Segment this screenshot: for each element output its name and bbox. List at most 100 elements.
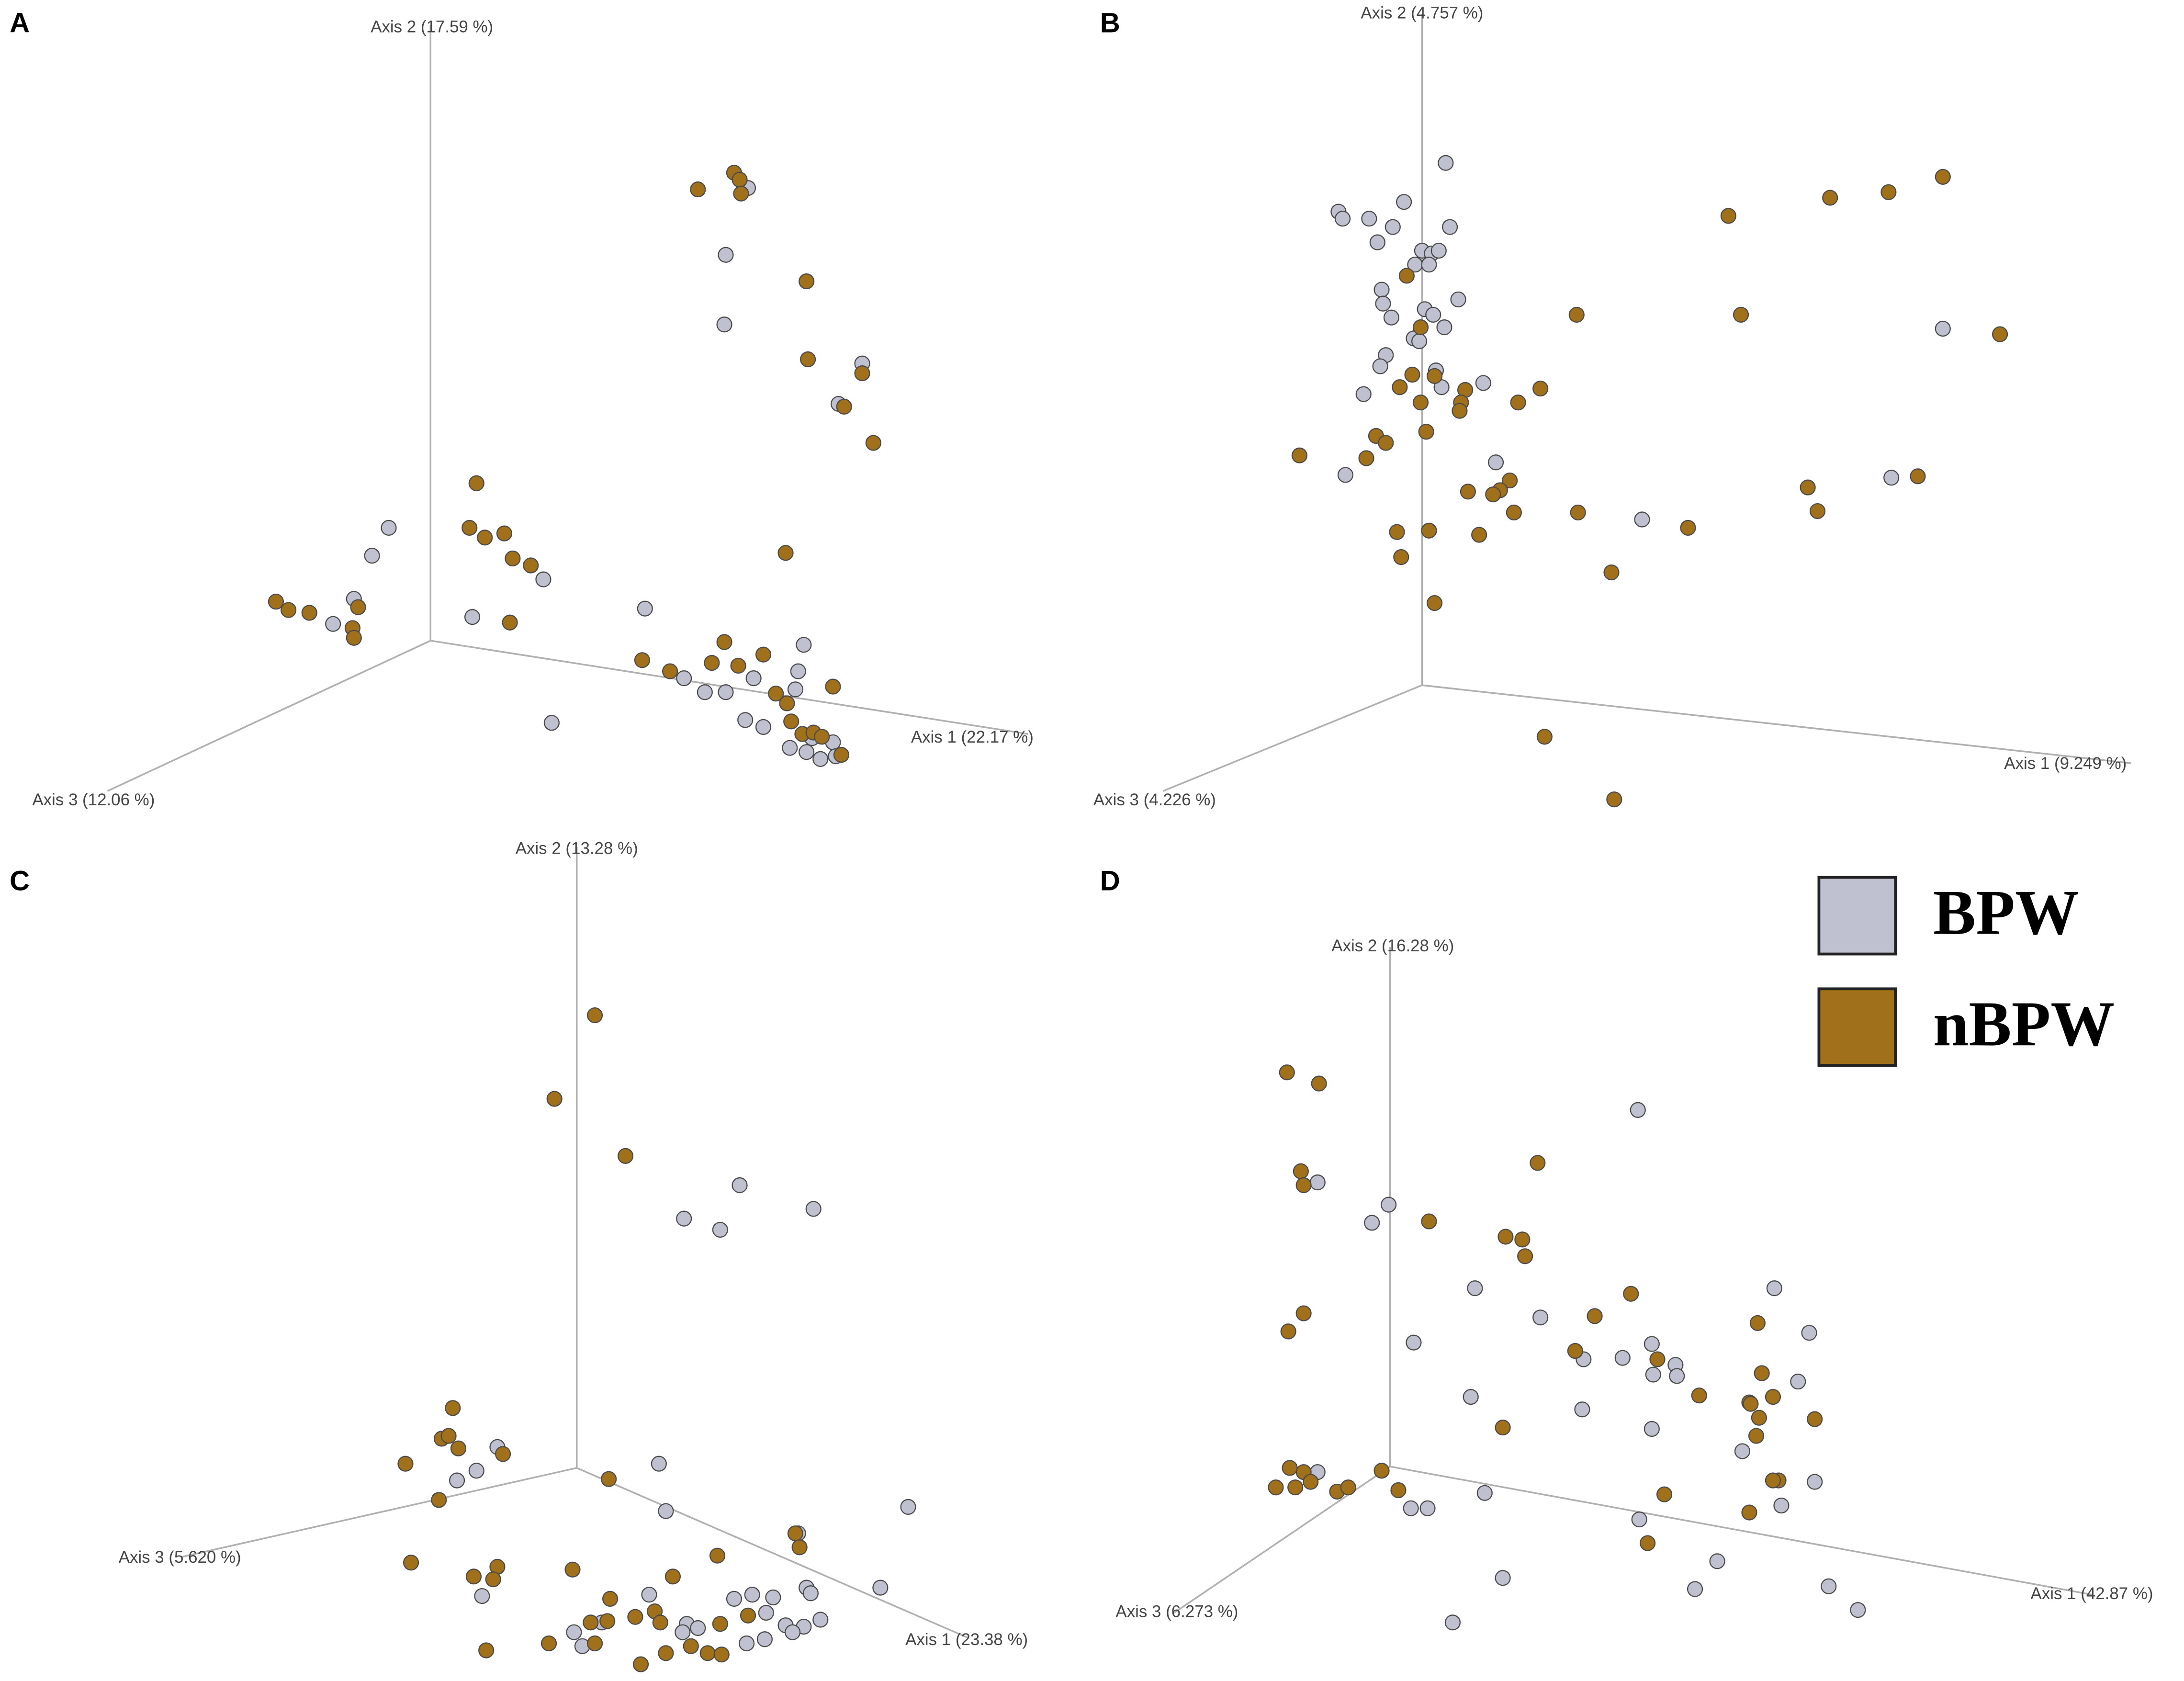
point bbox=[697, 684, 713, 700]
point bbox=[744, 1587, 760, 1603]
point bbox=[1883, 470, 1900, 486]
point bbox=[664, 1568, 681, 1585]
point bbox=[768, 686, 784, 702]
point bbox=[1375, 295, 1391, 312]
point bbox=[1335, 211, 1351, 227]
point bbox=[739, 1635, 755, 1652]
point bbox=[730, 657, 746, 674]
point bbox=[1358, 450, 1374, 466]
point bbox=[1311, 1075, 1327, 1092]
point bbox=[1361, 211, 1377, 227]
point bbox=[825, 678, 841, 695]
axis-line bbox=[576, 1467, 968, 1639]
point bbox=[812, 1612, 829, 1628]
axis-label: Axis 3 (6.273 %) bbox=[1115, 1602, 1238, 1621]
point bbox=[1291, 447, 1308, 463]
point bbox=[799, 744, 815, 760]
point bbox=[676, 670, 692, 687]
point bbox=[1807, 1474, 1823, 1490]
point bbox=[1821, 1578, 1837, 1594]
point bbox=[1268, 1479, 1284, 1496]
point bbox=[1372, 358, 1388, 374]
axis-line bbox=[1390, 1466, 2092, 1596]
point bbox=[1536, 729, 1553, 745]
point bbox=[726, 1591, 743, 1607]
point bbox=[449, 1472, 465, 1489]
legend-label: nBPW bbox=[1933, 988, 2115, 1059]
point bbox=[1603, 564, 1620, 581]
point bbox=[523, 557, 539, 574]
point bbox=[713, 1647, 730, 1663]
axis-label: Axis 1 (22.17 %) bbox=[911, 728, 1034, 746]
point bbox=[1463, 1389, 1479, 1405]
point bbox=[540, 1635, 557, 1652]
point bbox=[1606, 791, 1622, 808]
point bbox=[601, 1471, 617, 1487]
point bbox=[1373, 282, 1390, 298]
point bbox=[634, 652, 651, 668]
point bbox=[1574, 1401, 1590, 1418]
point bbox=[1532, 1309, 1549, 1326]
point bbox=[690, 181, 706, 198]
point bbox=[1355, 386, 1372, 402]
point bbox=[758, 1604, 774, 1621]
point bbox=[1293, 1163, 1309, 1179]
axis-label: Axis 2 (17.59 %) bbox=[371, 17, 493, 36]
point bbox=[1766, 1280, 1782, 1297]
panel-label: D bbox=[1100, 866, 1120, 897]
point bbox=[1418, 424, 1434, 440]
point bbox=[474, 1588, 490, 1604]
point bbox=[1495, 1570, 1511, 1586]
point bbox=[1645, 1366, 1661, 1383]
point bbox=[732, 171, 748, 188]
point bbox=[756, 1631, 773, 1647]
point bbox=[1364, 1215, 1380, 1231]
point bbox=[477, 530, 493, 546]
axis-label: Axis 3 (12.06 %) bbox=[32, 790, 155, 809]
point bbox=[1801, 1325, 1817, 1341]
point bbox=[1656, 1486, 1673, 1502]
point bbox=[1680, 519, 1696, 536]
point bbox=[1649, 1351, 1666, 1367]
point bbox=[1385, 219, 1401, 235]
point bbox=[1822, 190, 1838, 206]
point bbox=[777, 545, 794, 561]
point bbox=[1383, 309, 1399, 326]
point bbox=[632, 1656, 649, 1672]
point bbox=[662, 663, 678, 679]
point bbox=[800, 351, 816, 368]
point bbox=[1517, 1248, 1533, 1264]
point bbox=[1623, 1286, 1639, 1302]
point bbox=[836, 398, 852, 415]
point bbox=[1425, 306, 1441, 323]
point bbox=[564, 1561, 581, 1578]
axis-line bbox=[181, 1467, 577, 1558]
point bbox=[1450, 291, 1466, 307]
axis-line bbox=[107, 640, 431, 792]
point bbox=[755, 719, 772, 735]
legend-swatch bbox=[1817, 987, 1897, 1067]
point bbox=[1389, 524, 1405, 540]
point bbox=[732, 1177, 748, 1194]
point bbox=[602, 1591, 619, 1607]
point bbox=[1427, 595, 1443, 611]
point bbox=[1751, 1410, 1767, 1426]
point bbox=[1412, 319, 1429, 336]
point bbox=[440, 1428, 457, 1444]
point bbox=[1587, 1308, 1603, 1324]
point bbox=[1373, 1463, 1390, 1479]
point bbox=[1398, 268, 1415, 284]
axis-label: Axis 2 (13.28 %) bbox=[516, 839, 638, 858]
point bbox=[1687, 1581, 1703, 1597]
point bbox=[712, 1616, 728, 1632]
point bbox=[683, 1638, 699, 1654]
point bbox=[599, 1613, 616, 1629]
axis-label: Axis 1 (42.87 %) bbox=[2031, 1584, 2153, 1603]
point bbox=[1790, 1374, 1806, 1390]
point bbox=[790, 663, 806, 679]
point bbox=[805, 1201, 822, 1217]
axis-label: Axis 1 (9.249 %) bbox=[2004, 754, 2127, 773]
point bbox=[1502, 472, 1518, 489]
point bbox=[431, 1492, 447, 1508]
point bbox=[1279, 1064, 1295, 1081]
